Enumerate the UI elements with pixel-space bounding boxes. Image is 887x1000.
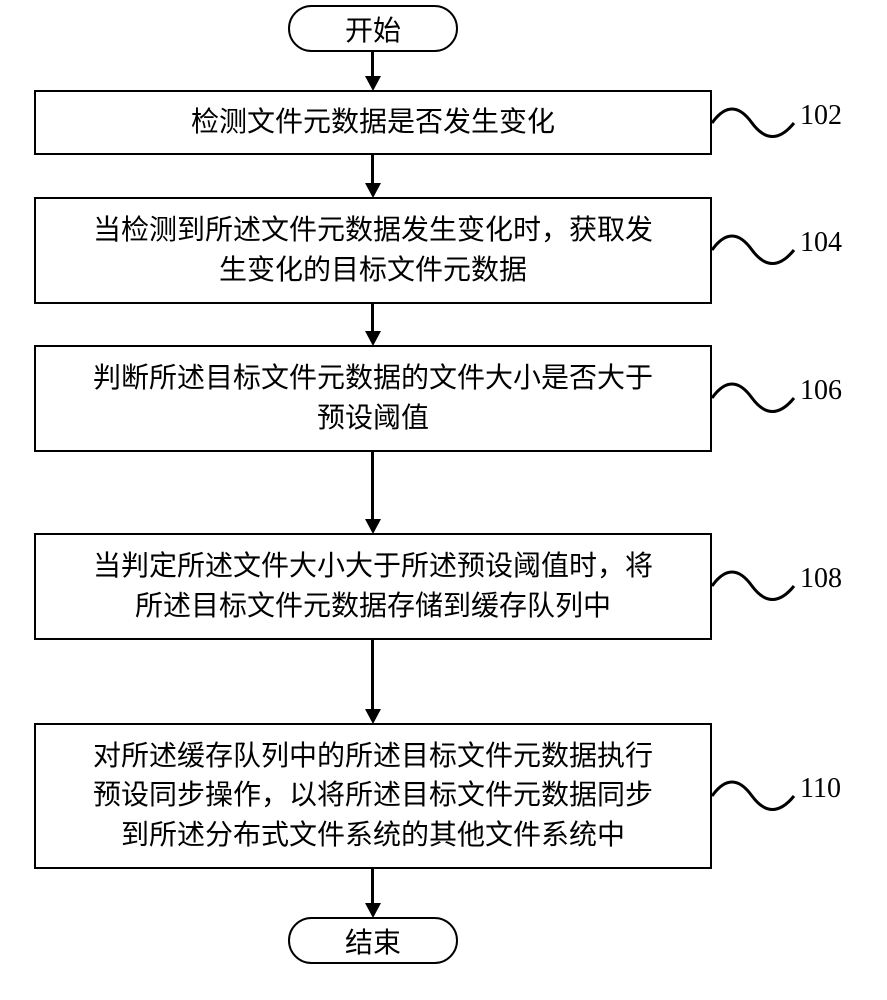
end-terminal: 结束: [288, 917, 458, 964]
end-label: 结束: [345, 921, 401, 961]
wave-110: [712, 773, 797, 821]
arrow-4: [371, 452, 374, 519]
wave-104: [712, 227, 797, 275]
start-label: 开始: [345, 9, 401, 49]
arrow-6-head: [365, 903, 381, 918]
arrow-2: [371, 155, 374, 183]
wave-106: [712, 375, 797, 423]
label-110: 110: [800, 773, 841, 805]
label-102: 102: [800, 100, 842, 132]
process-102: 检测文件元数据是否发生变化: [34, 90, 712, 155]
wave-102: [712, 100, 797, 148]
process-110: 对所述缓存队列中的所述目标文件元数据执行 预设同步操作，以将所述目标文件元数据同…: [34, 723, 712, 869]
label-108: 108: [800, 563, 842, 595]
start-terminal: 开始: [288, 5, 458, 52]
arrow-4-head: [365, 519, 381, 534]
process-104-text: 当检测到所述文件元数据发生变化时，获取发 生变化的目标文件元数据: [93, 211, 653, 289]
process-108: 当判定所述文件大小大于所述预设阈值时，将 所述目标文件元数据存储到缓存队列中: [34, 533, 712, 640]
process-104: 当检测到所述文件元数据发生变化时，获取发 生变化的目标文件元数据: [34, 197, 712, 304]
flowchart-container: 开始 检测文件元数据是否发生变化 102 当检测到所述文件元数据发生变化时，获取…: [0, 0, 887, 1000]
arrow-1: [371, 52, 374, 76]
arrow-3-head: [365, 331, 381, 346]
arrow-5: [371, 640, 374, 709]
process-108-text: 当判定所述文件大小大于所述预设阈值时，将 所述目标文件元数据存储到缓存队列中: [93, 547, 653, 625]
process-110-text: 对所述缓存队列中的所述目标文件元数据执行 预设同步操作，以将所述目标文件元数据同…: [93, 737, 653, 855]
process-106-text: 判断所述目标文件元数据的文件大小是否大于 预设阈值: [93, 359, 653, 437]
arrow-5-head: [365, 709, 381, 724]
process-106: 判断所述目标文件元数据的文件大小是否大于 预设阈值: [34, 345, 712, 452]
arrow-3: [371, 304, 374, 331]
wave-108: [712, 563, 797, 611]
process-102-text: 检测文件元数据是否发生变化: [191, 103, 555, 142]
arrow-2-head: [365, 183, 381, 198]
label-104: 104: [800, 227, 842, 259]
arrow-1-head: [365, 76, 381, 91]
label-106: 106: [800, 375, 842, 407]
arrow-6: [371, 869, 374, 903]
